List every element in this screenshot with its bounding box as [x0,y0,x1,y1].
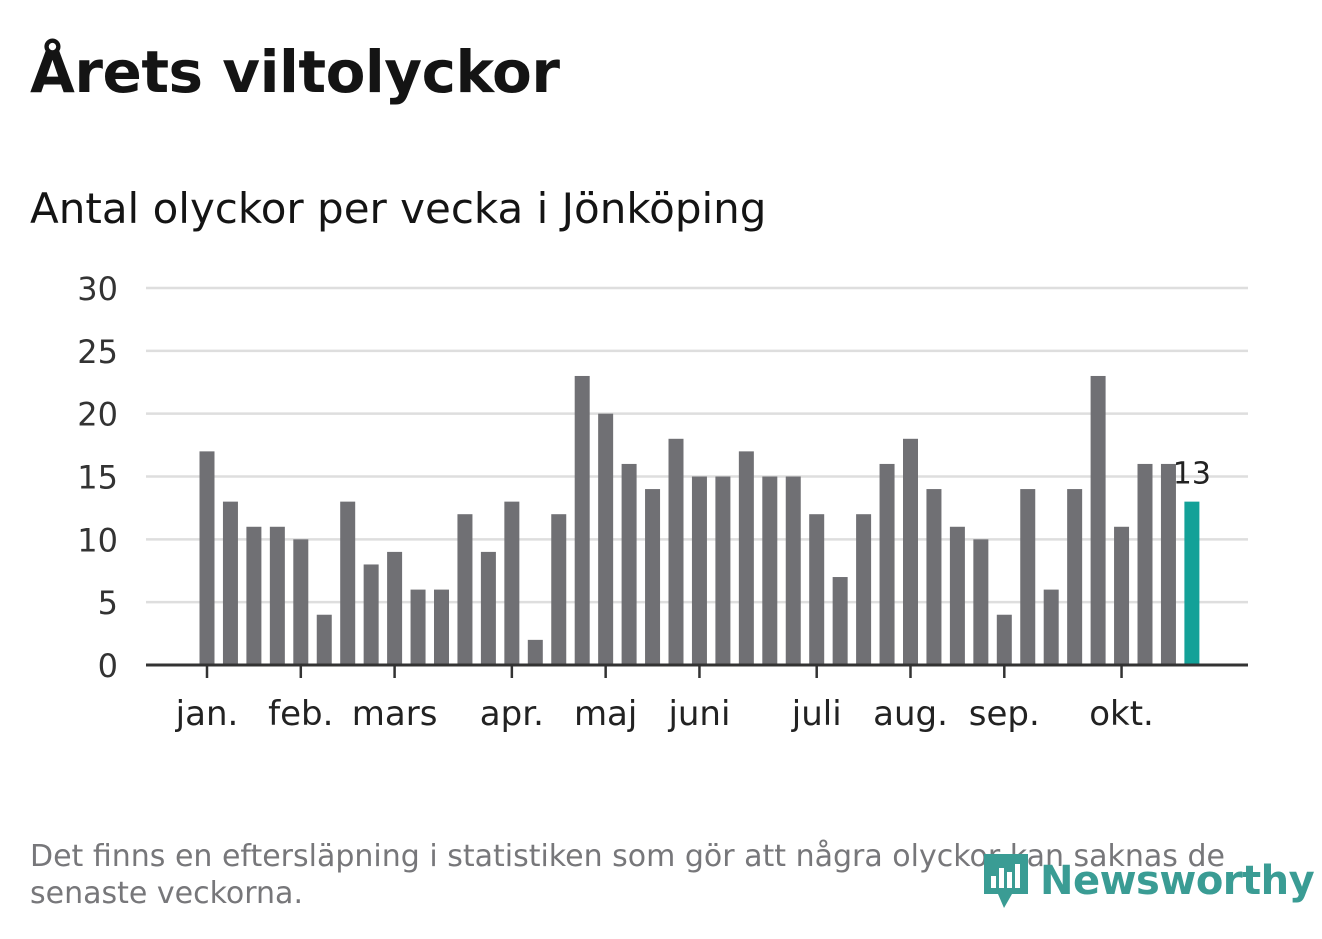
y-tick-label: 0 [98,647,118,685]
x-tick-label: apr. [480,694,544,734]
bar [387,551,403,665]
x-tick-label: aug. [873,694,948,734]
bar [434,589,449,665]
newsworthy-brand-text: Newsworthy [1040,858,1315,904]
bar [574,375,590,665]
data-label-latest: 13 [1173,457,1211,492]
x-tick-label: juli [791,694,842,734]
bar [1184,501,1200,665]
bar [738,451,754,665]
y-tick-label: 30 [77,270,118,308]
bar [832,577,848,665]
bar [856,514,872,665]
bar [1067,489,1083,665]
chart-subtitle: Antal olyckor per vecka i Jönköping [30,184,767,233]
bar [527,639,543,665]
bar [340,501,356,665]
bar [293,539,309,665]
y-tick-label: 10 [77,521,118,559]
bar [457,514,473,665]
bar [996,614,1012,665]
bar [949,526,965,665]
bar [645,489,661,665]
bar [246,526,262,665]
bar [1137,463,1153,665]
bar [269,526,285,665]
bar [762,476,778,665]
bar [598,413,614,665]
bar [480,551,496,665]
x-tick-label: mars [352,694,438,734]
y-tick-label: 20 [77,396,118,434]
x-tick-label: okt. [1089,694,1154,734]
x-tick-label: juni [667,694,730,734]
bar [809,514,825,665]
bar [1020,489,1036,665]
bar [691,476,707,665]
bar [926,489,942,665]
bar [879,463,895,665]
chart-title: Årets viltolyckor [30,38,560,106]
bar [1043,589,1059,665]
x-tick-label: feb. [268,694,333,734]
bar [621,463,637,665]
bar [363,564,379,665]
y-tick-label: 15 [77,459,118,497]
bar [715,476,731,665]
x-tick-label: jan. [175,694,239,734]
bar [668,438,684,665]
newsworthy-logo: Newsworthy [980,850,1315,912]
x-tick-label: sep. [969,694,1040,734]
newsworthy-logo-icon [984,854,1028,908]
bar [316,614,332,665]
bar [903,438,918,665]
bar [973,539,989,665]
bar [504,501,520,665]
y-tick-label: 5 [98,584,118,622]
bar [785,476,801,665]
y-tick-label: 25 [77,333,118,371]
bar [410,589,426,665]
bar [1160,463,1176,665]
bar [1090,375,1106,665]
bar [551,514,567,665]
bar-chart: 0 5 10 15 20 25 30 jan. feb. mars apr. maj juni juli a… [77,270,1248,734]
bar [1114,526,1130,665]
bar [199,451,215,665]
bar [222,501,238,665]
x-tick-label: maj [574,694,637,734]
